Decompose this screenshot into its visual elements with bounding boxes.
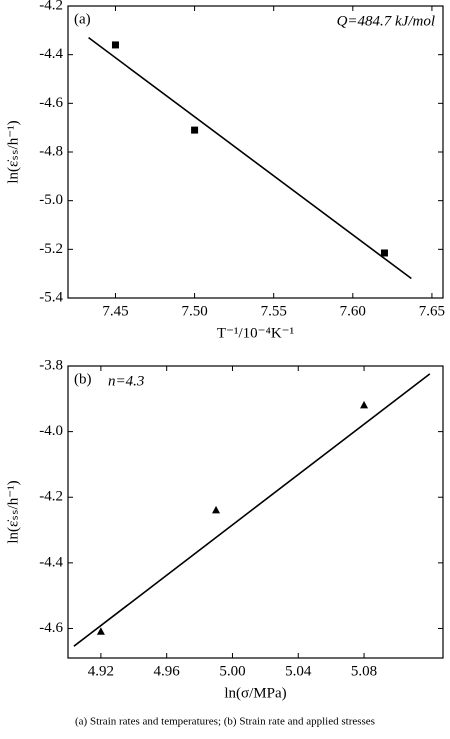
x-tick-label: 7.60 xyxy=(340,303,366,319)
y-axis-label: ln(ε̇ₛₛ/h⁻¹) xyxy=(5,120,21,183)
y-tick-label: -4.6 xyxy=(39,620,63,636)
x-tick-label: 7.45 xyxy=(102,303,128,319)
data-point xyxy=(96,627,105,635)
x-tick-label: 5.00 xyxy=(219,663,245,679)
fit-line xyxy=(73,373,431,647)
y-tick-label: -5.2 xyxy=(39,241,63,257)
y-tick-label: -4.6 xyxy=(39,95,63,111)
y-tick-label: -5.4 xyxy=(39,289,63,305)
data-point xyxy=(191,126,199,134)
y-tick-label: -4.4 xyxy=(39,46,63,62)
annotation: Q=484.7 kJ/mol xyxy=(337,13,435,29)
data-point xyxy=(380,249,388,257)
plot-frame xyxy=(67,365,444,659)
y-axis-label: ln(ε̇ₛₛ/h⁻¹) xyxy=(5,480,21,543)
y-tick-label: -4.2 xyxy=(39,0,63,13)
panel-label: (a) xyxy=(74,11,91,27)
x-axis-label: T⁻¹/10⁻⁴K⁻¹ xyxy=(217,325,294,341)
x-tick-label: 4.92 xyxy=(88,663,114,679)
x-tick-label: 7.65 xyxy=(419,303,445,319)
x-axis-label: ln(σ/MPa) xyxy=(224,685,286,701)
x-tick-label: 7.55 xyxy=(261,303,287,319)
y-tick-label: -4.4 xyxy=(39,554,63,570)
data-point xyxy=(111,41,119,49)
x-tick-label: 5.08 xyxy=(351,663,377,679)
y-tick-label: -3.8 xyxy=(39,357,63,373)
y-tick-label: -4.8 xyxy=(39,143,63,159)
y-tick-label: -4.2 xyxy=(39,489,63,505)
data-point xyxy=(212,505,221,514)
x-tick-label: 7.50 xyxy=(181,303,207,319)
panel-label: (b) xyxy=(74,371,92,387)
x-tick-label: 4.96 xyxy=(154,663,181,679)
data-point xyxy=(360,400,369,409)
y-tick-label: -4.0 xyxy=(39,423,63,439)
fit-line xyxy=(88,36,412,280)
x-tick-label: 5.04 xyxy=(285,663,312,679)
caption: (a) Strain rates and temperatures; (b) S… xyxy=(75,716,375,728)
annotation: n=4.3 xyxy=(108,373,144,389)
y-tick-label: -5.0 xyxy=(39,192,63,208)
